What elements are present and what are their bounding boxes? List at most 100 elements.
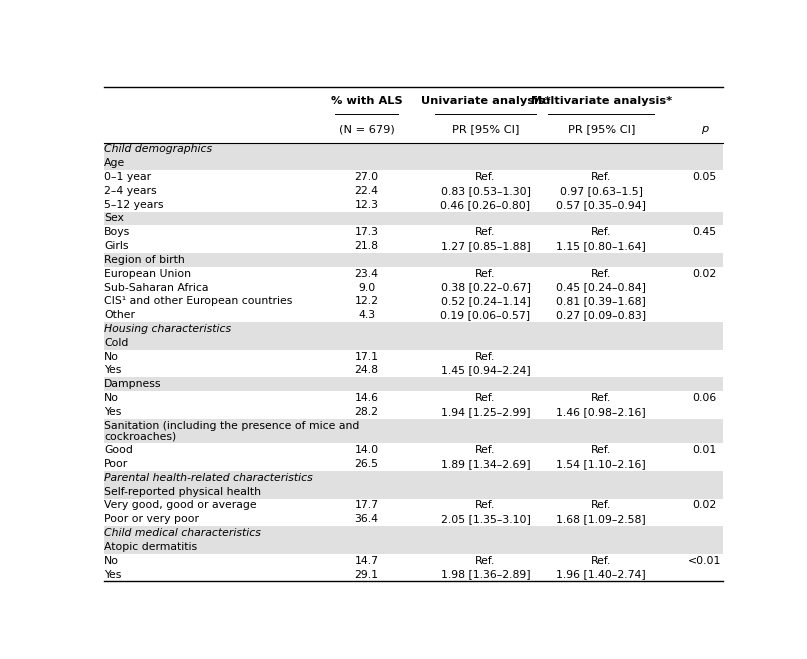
Bar: [104, 225, 723, 239]
Text: 36.4: 36.4: [355, 514, 378, 525]
Text: Dampness: Dampness: [104, 380, 161, 389]
Bar: [104, 142, 723, 156]
Text: 0.38 [0.22–0.67]: 0.38 [0.22–0.67]: [441, 283, 530, 293]
Text: 0.19 [0.06–0.57]: 0.19 [0.06–0.57]: [441, 310, 530, 320]
Text: 17.7: 17.7: [355, 500, 378, 511]
Text: Age: Age: [104, 158, 125, 168]
Text: 14.0: 14.0: [354, 445, 378, 455]
Bar: [104, 253, 723, 267]
Text: 0.97 [0.63–1.5]: 0.97 [0.63–1.5]: [560, 186, 642, 196]
Text: Girls: Girls: [104, 241, 128, 251]
Text: 14.6: 14.6: [355, 393, 378, 403]
Text: 27.0: 27.0: [354, 172, 378, 182]
Text: Ref.: Ref.: [591, 172, 612, 182]
Bar: [104, 485, 723, 499]
Text: No: No: [104, 393, 119, 403]
Text: 23.4: 23.4: [355, 269, 378, 279]
Text: 14.7: 14.7: [355, 556, 378, 565]
Bar: [104, 499, 723, 512]
Text: 21.8: 21.8: [355, 241, 378, 251]
Text: Sex: Sex: [104, 214, 124, 223]
Text: % with ALS: % with ALS: [331, 96, 403, 106]
Bar: [104, 364, 723, 378]
Text: 1.89 [1.34–2.69]: 1.89 [1.34–2.69]: [441, 459, 530, 469]
Text: 1.98 [1.36–2.89]: 1.98 [1.36–2.89]: [441, 569, 530, 579]
Text: Yes: Yes: [104, 366, 121, 376]
Text: 0.57 [0.35–0.94]: 0.57 [0.35–0.94]: [556, 200, 646, 210]
Text: 17.1: 17.1: [355, 352, 378, 362]
Text: 9.0: 9.0: [358, 283, 375, 293]
Text: Ref.: Ref.: [591, 500, 612, 511]
Bar: [104, 350, 723, 364]
Bar: [104, 378, 723, 391]
Text: 0.45 [0.24–0.84]: 0.45 [0.24–0.84]: [556, 283, 646, 293]
Text: 28.2: 28.2: [355, 407, 378, 417]
Text: 0.81 [0.39–1.68]: 0.81 [0.39–1.68]: [556, 297, 646, 306]
Text: Ref.: Ref.: [591, 556, 612, 565]
Text: PR [95% CI]: PR [95% CI]: [452, 125, 519, 134]
Bar: [104, 405, 723, 419]
Text: Atopic dermatitis: Atopic dermatitis: [104, 542, 197, 552]
Bar: [104, 391, 723, 405]
Bar: [104, 554, 723, 567]
Text: Good: Good: [104, 445, 133, 455]
Bar: [104, 471, 723, 485]
Text: Child demographics: Child demographics: [104, 144, 212, 154]
Text: Ref.: Ref.: [475, 445, 495, 455]
Text: Self-reported physical health: Self-reported physical health: [104, 486, 261, 497]
Bar: [104, 336, 723, 350]
Text: 12.2: 12.2: [355, 297, 378, 306]
Text: 0.02: 0.02: [692, 500, 717, 511]
Text: 2–4 years: 2–4 years: [104, 186, 157, 196]
Text: Other: Other: [104, 310, 135, 320]
Bar: [104, 239, 723, 253]
Text: Ref.: Ref.: [591, 269, 612, 279]
Text: 24.8: 24.8: [355, 366, 378, 376]
Text: 0.02: 0.02: [692, 269, 717, 279]
Bar: [104, 322, 723, 336]
Text: 0.46 [0.26–0.80]: 0.46 [0.26–0.80]: [441, 200, 530, 210]
Text: Ref.: Ref.: [475, 352, 495, 362]
Text: Boys: Boys: [104, 227, 130, 237]
Text: p: p: [700, 125, 708, 134]
Text: Poor or very poor: Poor or very poor: [104, 514, 199, 525]
Text: Yes: Yes: [104, 407, 121, 417]
Text: Ref.: Ref.: [475, 393, 495, 403]
Text: Housing characteristics: Housing characteristics: [104, 324, 231, 334]
Text: Multivariate analysis*: Multivariate analysis*: [531, 96, 671, 106]
Text: Ref.: Ref.: [591, 393, 612, 403]
Text: No: No: [104, 352, 119, 362]
Text: Ref.: Ref.: [475, 500, 495, 511]
Bar: [104, 198, 723, 212]
Text: PR [95% CI]: PR [95% CI]: [567, 125, 635, 134]
Bar: [104, 156, 723, 170]
Text: Child medical characteristics: Child medical characteristics: [104, 528, 261, 538]
Text: 0.52 [0.24–1.14]: 0.52 [0.24–1.14]: [441, 297, 530, 306]
Bar: [104, 295, 723, 308]
Text: 17.3: 17.3: [355, 227, 378, 237]
Text: Ref.: Ref.: [475, 269, 495, 279]
Bar: [104, 444, 723, 457]
Text: 0.27 [0.09–0.83]: 0.27 [0.09–0.83]: [556, 310, 646, 320]
Text: Cold: Cold: [104, 338, 128, 348]
Bar: [104, 281, 723, 295]
Text: Poor: Poor: [104, 459, 128, 469]
Bar: [104, 419, 723, 444]
Text: 0–1 year: 0–1 year: [104, 172, 151, 182]
Text: 1.45 [0.94–2.24]: 1.45 [0.94–2.24]: [441, 366, 530, 376]
Text: 1.15 [0.80–1.64]: 1.15 [0.80–1.64]: [556, 241, 646, 251]
Text: 1.46 [0.98–2.16]: 1.46 [0.98–2.16]: [556, 407, 646, 417]
Bar: [104, 308, 723, 322]
Text: 1.96 [1.40–2.74]: 1.96 [1.40–2.74]: [556, 569, 646, 579]
Text: CIS¹ and other European countries: CIS¹ and other European countries: [104, 297, 292, 306]
Text: 0.83 [0.53–1.30]: 0.83 [0.53–1.30]: [441, 186, 530, 196]
Text: Univariate analysis*: Univariate analysis*: [420, 96, 550, 106]
Text: 1.27 [0.85–1.88]: 1.27 [0.85–1.88]: [441, 241, 530, 251]
Bar: [104, 567, 723, 581]
Text: 0.05: 0.05: [692, 172, 717, 182]
Text: Ref.: Ref.: [591, 227, 612, 237]
Bar: [104, 540, 723, 554]
Text: 1.94 [1.25–2.99]: 1.94 [1.25–2.99]: [441, 407, 530, 417]
Text: No: No: [104, 556, 119, 565]
Bar: [104, 457, 723, 471]
